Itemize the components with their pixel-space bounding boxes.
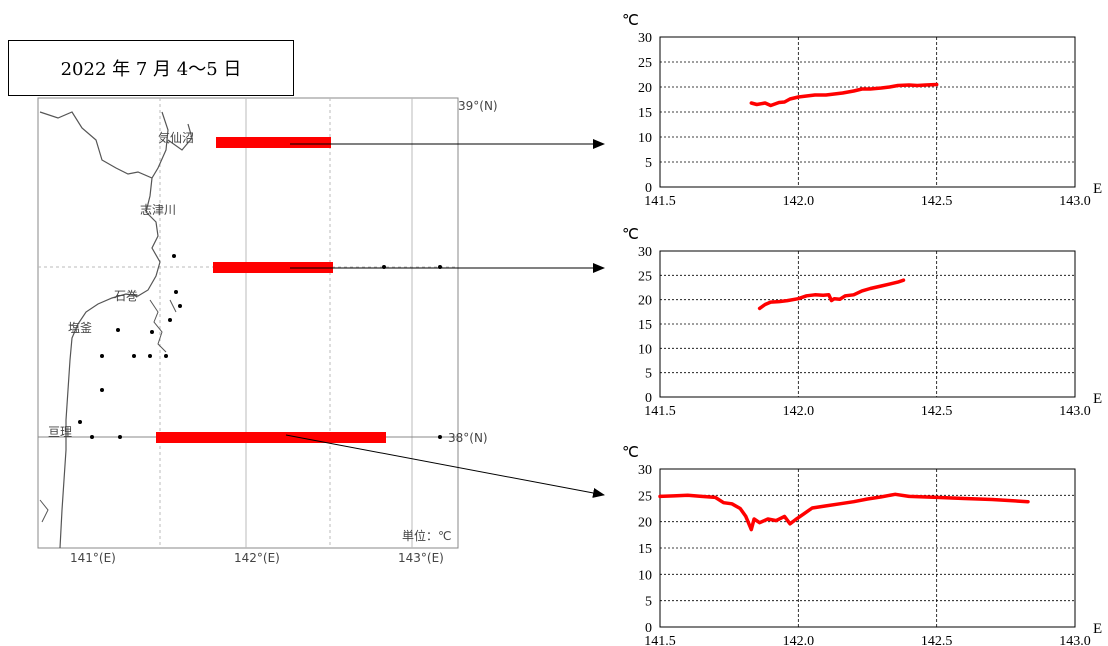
temperature-line [658,492,1030,532]
lon-label-143: 143°(E) [398,551,444,565]
station [174,290,178,294]
place-label: 塩釜 [68,320,92,335]
x-tick-label: 141.5 [644,404,676,419]
transect-bar-1 [216,137,331,148]
station [168,318,172,322]
x-tick-label: 142.5 [921,404,953,419]
lat-label-39: 39°(N) [458,99,498,113]
coastline-islands [39,299,177,523]
x-tick-label: 142.0 [783,404,815,419]
station [164,354,168,358]
station [178,304,182,308]
y-tick-label: 0 [645,391,652,406]
x-tick-label: 142.5 [921,634,953,646]
y-tick-label: 0 [645,621,652,636]
transect-bar-3 [156,432,386,443]
plot-area [659,36,1076,188]
station [100,354,104,358]
lat-label-38: 38°(N) [448,431,488,445]
station [100,388,104,392]
date-label-box: 2022 年 7 月 4～5 日 [8,40,294,96]
y-tick-label: 15 [638,106,652,121]
station [116,328,120,332]
x-tick-label: 143.0 [1059,194,1091,209]
x-tick-label: 141.5 [644,634,676,646]
map-frame [37,97,459,549]
x-tick-label: 143.0 [1059,634,1091,646]
lon-label-141: 141°(E) [70,551,116,565]
x-tick-label: 142.0 [783,194,815,209]
y-tick-label: 25 [638,489,652,504]
y-tick-label: 15 [638,542,652,557]
chart-bottom: 0 5 10 15 20 25 30 141.5 142.0 142.5 143.0 ℃ E [622,445,1102,646]
plot-area [659,250,1076,398]
x-tick-label: 143.0 [1059,404,1091,419]
y-tick-label: 0 [645,181,652,196]
y-tick-label: 10 [638,131,652,146]
y-axis-label: ℃ [622,227,639,243]
y-tick-label: 5 [645,367,652,382]
place-label: 志津川 [140,203,176,217]
lon-label-142: 142°(E) [234,551,280,565]
y-tick-label: 20 [638,516,652,531]
y-tick-label: 5 [645,156,652,171]
station [78,420,82,424]
station [132,354,136,358]
y-axis-label: ℃ [622,13,639,29]
x-tick-label: 141.5 [644,194,676,209]
temperature-line [749,82,939,108]
y-tick-label: 20 [638,294,652,309]
y-tick-label: 30 [638,463,652,478]
station [150,330,154,334]
chart-middle: 0 5 10 15 20 25 30 141.5 142.0 142.5 143.0 ℃ E [622,227,1102,419]
place-label: 石巻 [114,289,138,303]
unit-label: 単位：℃ [402,528,451,543]
stations [78,254,442,439]
x-tick-label: 142.0 [783,634,815,646]
place-label: 亘理 [48,425,72,439]
temperature-line [757,278,906,311]
coastline [39,111,193,549]
x-tick-label: 142.5 [921,194,953,209]
y-tick-label: 5 [645,595,652,610]
arrow-3 [285,434,605,498]
x-axis-label: E [1093,181,1102,197]
x-axis-label: E [1093,391,1102,407]
plot-area [659,468,1076,628]
arrows [285,139,605,498]
x-axis-label: E [1093,621,1102,637]
map-panel: 気仙沼 志津川 石巻 塩釜 亘理 39°(N) 38°(N) 141°(E) 1… [37,97,498,565]
chart-top: 0 5 10 15 20 25 30 141.5 142.0 142.5 143.0 ℃ E [622,13,1102,209]
station [90,435,94,439]
y-tick-label: 25 [638,56,652,71]
y-tick-label: 10 [638,568,652,583]
y-tick-label: 10 [638,342,652,357]
y-tick-label: 30 [638,31,652,46]
station [172,254,176,258]
station [118,435,122,439]
y-tick-label: 25 [638,269,652,284]
y-tick-label: 15 [638,318,652,333]
station [148,354,152,358]
station [438,435,442,439]
date-label: 2022 年 7 月 4～5 日 [60,59,242,80]
transect-bar-2 [213,262,333,273]
y-axis-label: ℃ [622,445,639,461]
y-tick-label: 30 [638,245,652,260]
place-label: 気仙沼 [158,130,194,145]
y-tick-label: 20 [638,81,652,96]
